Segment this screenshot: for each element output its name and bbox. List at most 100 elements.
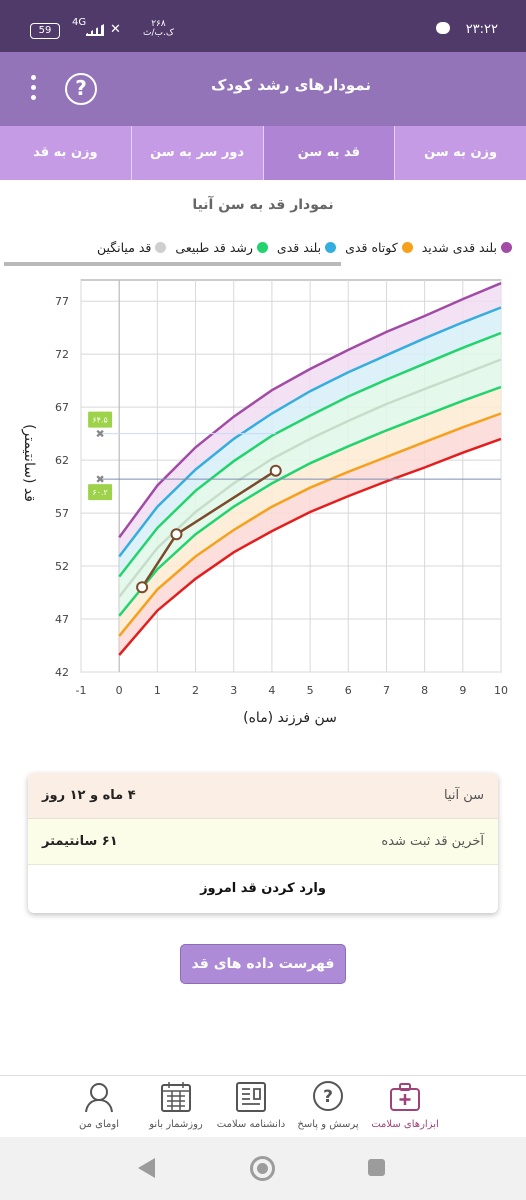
enter-today-height-button[interactable]: وارد کردن قد امروز: [200, 880, 326, 896]
reference-cross: ✖: [95, 428, 104, 441]
legend-item[interactable]: بلند قدی شدید: [422, 237, 512, 257]
legend-item[interactable]: کوتاه قدی: [345, 237, 413, 257]
percentile-band: [119, 333, 501, 597]
reference-badge: [88, 411, 113, 428]
summary-card: سن آنیا ۴ ماه و ۱۲ روز آخرین قد ثبت شده …: [28, 773, 498, 913]
legend-label: کوتاه قدی: [345, 239, 398, 255]
reference-badge: [88, 484, 113, 501]
page-title: نمودارهای رشد کودک: [210, 76, 371, 94]
y-tick-label: 62: [55, 454, 69, 467]
help-icon[interactable]: ?: [65, 73, 97, 105]
chart-legend: بلند قدی شدید کوتاه قدی بلند قدی رشد قد …: [0, 237, 526, 257]
app-bar: ? نمودارهای رشد کودک: [0, 52, 526, 126]
percentile-band: [119, 283, 501, 557]
legend-label: قد میانگین: [96, 239, 152, 255]
legend-label: رشد قد طبیعی: [175, 239, 253, 255]
mute-icon: ✕: [110, 22, 121, 37]
legend-dot: [155, 241, 167, 253]
tab-height-for-age[interactable]: قد به سن: [263, 126, 396, 180]
x-axis-label: سن فرزند (ماه): [243, 710, 337, 726]
percentile-curve: [118, 358, 502, 598]
nav-profile[interactable]: اومای من: [54, 1080, 144, 1130]
x-tick-label: 9: [459, 684, 466, 697]
tab-weight-for-age[interactable]: وزن به سن: [424, 145, 498, 160]
recent-apps-icon[interactable]: [368, 1159, 385, 1176]
x-tick-label: 4: [268, 684, 275, 697]
nav-questions[interactable]: ? پرسش و پاسخ: [283, 1080, 373, 1130]
percentile-curve: [118, 282, 502, 539]
y-tick-label: 52: [55, 560, 69, 573]
legend-item[interactable]: رشد قد طبیعی: [175, 237, 268, 257]
percentile-curve: [118, 306, 502, 558]
nav-label: روزشمار بانو: [149, 1119, 203, 1130]
status-bar: ۲۳:۲۲ 59 4G ✕ ۲۶۸ ک.ب/ث: [0, 0, 526, 52]
y-axis-label: قد (سانتیمتر): [21, 424, 37, 502]
age-value: ۴ ماه و ۱۲ روز: [42, 788, 136, 803]
nav-label: پرسش و پاسخ: [297, 1119, 359, 1130]
nav-label: اومای من: [79, 1119, 119, 1130]
calendar-icon: [161, 1082, 191, 1112]
x-tick-label: 10: [494, 684, 508, 697]
reference-cross: ✖: [95, 473, 104, 486]
system-nav-bar: [0, 1137, 526, 1200]
nav-encyclopedia[interactable]: دانشنامه سلامت: [206, 1080, 296, 1130]
back-icon[interactable]: [138, 1158, 155, 1178]
last-height-row: آخرین قد ثبت شده ۶۱ سانتیمتر: [28, 819, 498, 865]
bottom-nav: ابزارهای سلامت ? پرسش و پاسخ دانشنامه سل…: [0, 1075, 526, 1137]
legend-dot: [501, 241, 512, 253]
nav-calendar[interactable]: روزشمار بانو: [131, 1080, 221, 1130]
network-type: 4G: [72, 17, 87, 28]
network-speed: ۲۶۸ ک.ب/ث: [143, 20, 174, 38]
percentile-curve: [118, 437, 502, 656]
x-tick-label: 8: [421, 684, 428, 697]
height-list-button[interactable]: فهرست داده های قد آنیا: [180, 944, 346, 1010]
overflow-menu-icon[interactable]: [22, 71, 44, 107]
percentile-curve: [118, 385, 502, 617]
legend-label: بلند قدی: [276, 239, 322, 255]
last-height-label: آخرین قد ثبت شده: [381, 834, 484, 849]
user-icon: [85, 1083, 113, 1113]
last-height-value: ۶۱ سانتیمتر: [42, 834, 118, 849]
legend-dot: [256, 241, 268, 253]
home-icon[interactable]: [250, 1156, 275, 1181]
nav-health-tools[interactable]: ابزارهای سلامت: [360, 1080, 450, 1130]
nav-label: ابزارهای سلامت: [371, 1119, 439, 1130]
y-tick-label: 77: [55, 295, 69, 308]
percentile-curve: [118, 331, 502, 578]
child-height-point: [269, 464, 282, 477]
tab-head-for-age[interactable]: دور سر به سن: [132, 126, 264, 180]
y-tick-label: 42: [55, 666, 69, 679]
question-bubble-icon: ?: [313, 1081, 343, 1111]
chart-tabs: وزن به قد دور سر به سن قد به سن وزن به س…: [0, 126, 526, 180]
child-height-point: [170, 528, 183, 541]
x-tick-label: 1: [154, 684, 161, 697]
chart-title: نمودار قد به سن آنیا: [192, 197, 334, 213]
percentile-band: [119, 307, 501, 577]
legend-item[interactable]: قد میانگین: [96, 237, 167, 257]
legend-item[interactable]: بلند قدی: [276, 237, 337, 257]
svg-text:?: ?: [323, 1087, 333, 1107]
y-tick-label: 47: [55, 613, 69, 626]
nav-label: دانشنامه سلامت: [216, 1119, 286, 1130]
x-tick-label: 3: [230, 684, 237, 697]
age-row: سن آنیا ۴ ماه و ۱۲ روز: [28, 773, 498, 819]
reference-value: ۶۰.۲: [92, 488, 107, 497]
x-tick-label: -1: [76, 684, 87, 697]
legend-dot: [325, 241, 337, 253]
encyclopedia-icon: [236, 1082, 266, 1112]
x-tick-label: 0: [116, 684, 123, 697]
y-tick-label: 67: [55, 401, 69, 414]
signal-icon: [86, 24, 104, 36]
legend-scrollbar[interactable]: [4, 262, 341, 266]
speed-value: ۲۶۸: [151, 19, 166, 29]
age-label: سن آنیا: [443, 788, 484, 803]
child-height-point: [136, 581, 149, 594]
battery-icon: 59: [30, 23, 60, 39]
x-tick-label: 6: [345, 684, 352, 697]
legend-dot: [401, 241, 413, 253]
medical-kit-icon: [390, 1083, 420, 1111]
tab-weight-for-height[interactable]: وزن به قد: [0, 126, 132, 180]
y-tick-label: 72: [55, 348, 69, 361]
speed-unit: ک.ب/ث: [143, 28, 174, 38]
